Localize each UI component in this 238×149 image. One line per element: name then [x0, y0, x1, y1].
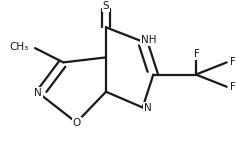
Text: N: N: [34, 88, 42, 98]
Text: CH₃: CH₃: [10, 42, 29, 52]
Text: S: S: [103, 1, 109, 11]
Text: O: O: [73, 118, 81, 128]
Text: F: F: [194, 49, 200, 59]
Text: N: N: [144, 103, 152, 113]
Text: NH: NH: [141, 35, 156, 45]
Text: F: F: [230, 82, 236, 92]
Text: F: F: [230, 57, 236, 67]
